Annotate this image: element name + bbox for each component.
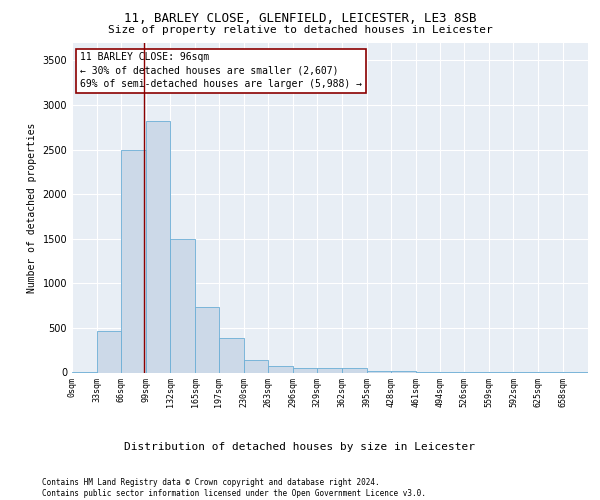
Bar [244,360,268,372]
Text: Distribution of detached houses by size in Leicester: Distribution of detached houses by size … [125,442,476,452]
Bar [391,371,416,372]
Bar [367,370,391,372]
Text: Size of property relative to detached houses in Leicester: Size of property relative to detached ho… [107,25,493,35]
Bar [268,366,293,372]
Bar [317,368,342,372]
Bar [121,150,146,372]
Bar [219,338,244,372]
Bar [293,368,317,372]
Bar [146,121,170,372]
Y-axis label: Number of detached properties: Number of detached properties [27,122,37,292]
Text: 11 BARLEY CLOSE: 96sqm
← 30% of detached houses are smaller (2,607)
69% of semi-: 11 BARLEY CLOSE: 96sqm ← 30% of detached… [80,52,362,89]
Bar [195,306,219,372]
Bar [97,330,121,372]
Bar [342,368,367,372]
Text: Contains HM Land Registry data © Crown copyright and database right 2024.
Contai: Contains HM Land Registry data © Crown c… [42,478,426,498]
Text: 11, BARLEY CLOSE, GLENFIELD, LEICESTER, LE3 8SB: 11, BARLEY CLOSE, GLENFIELD, LEICESTER, … [124,12,476,26]
Bar [170,238,195,372]
